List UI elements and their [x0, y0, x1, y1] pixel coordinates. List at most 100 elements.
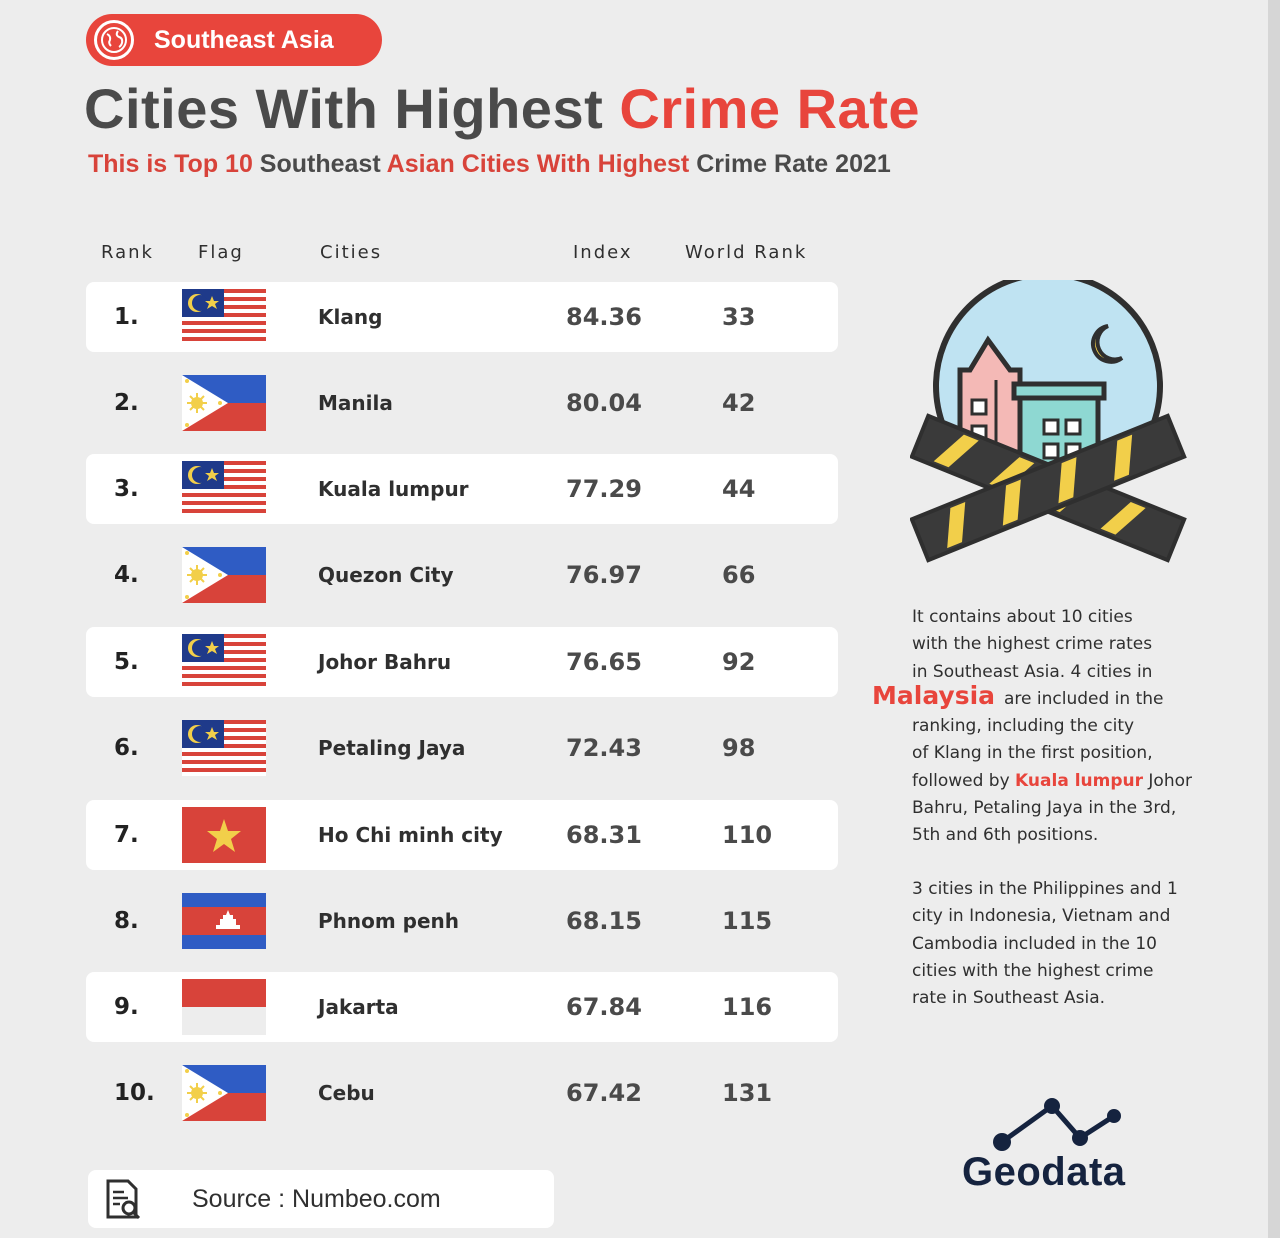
- summary-line: cities with the highest crime: [912, 960, 1154, 981]
- summary-line: 5th and 6th positions.: [912, 825, 1099, 846]
- rank-cell: 7.: [114, 822, 139, 848]
- summary-text: are included in the: [1004, 688, 1164, 709]
- world-rank-cell: 116: [722, 993, 773, 1021]
- document-search-icon: [104, 1178, 142, 1220]
- geodata-logo-icon: [990, 1094, 1130, 1164]
- city-cell: Petaling Jaya: [318, 736, 466, 760]
- rank-cell: 3.: [114, 476, 139, 502]
- summary-line: rate in Southeast Asia.: [912, 988, 1106, 1009]
- table-row: 9. Jakarta 67.84 116: [86, 972, 838, 1042]
- rank-cell: 9.: [114, 994, 139, 1020]
- table-row: 6. Petaling Jaya 72.43 98: [86, 713, 838, 783]
- kuala-lumpur-highlight: Kuala lumpur: [1015, 770, 1144, 791]
- column-header-index: Index: [573, 242, 633, 263]
- region-label: Southeast Asia: [154, 25, 334, 54]
- city-cell: Johor Bahru: [318, 650, 452, 674]
- summary-line: 3 cities in the Philippines and 1: [912, 879, 1178, 899]
- flag-philippines-icon: [182, 375, 266, 431]
- flag-philippines-icon: [182, 547, 266, 603]
- world-rank-cell: 33: [722, 303, 756, 331]
- summary-line: Cambodia included in the 10: [912, 933, 1157, 954]
- world-rank-cell: 44: [722, 475, 756, 503]
- world-rank-cell: 92: [722, 648, 756, 676]
- index-cell: 84.36: [566, 303, 642, 331]
- summary-line: in Southeast Asia. 4 cities in: [912, 661, 1153, 682]
- index-cell: 67.42: [566, 1079, 642, 1107]
- region-badge: Southeast Asia: [86, 14, 382, 66]
- table-row: 3. Kuala lumpur 77.29 44: [86, 454, 838, 524]
- rank-cell: 6.: [114, 735, 139, 761]
- summary-paragraph-2: 3 cities in the Philippines and 1 city i…: [912, 876, 1212, 1012]
- rank-cell: 4.: [114, 562, 139, 588]
- flag-malaysia-icon: [182, 461, 266, 517]
- column-header-rank: Rank: [101, 242, 154, 263]
- world-rank-cell: 131: [722, 1079, 773, 1107]
- world-rank-cell: 66: [722, 561, 756, 589]
- rank-cell: 1.: [114, 304, 139, 330]
- flag-vietnam-icon: [182, 807, 266, 863]
- rank-cell: 8.: [114, 908, 139, 934]
- city-cell: Manila: [318, 391, 393, 415]
- subtitle-part-2: Southeast: [259, 150, 387, 178]
- index-cell: 76.97: [566, 561, 642, 589]
- title-part-1: Cities With Highest: [84, 77, 620, 140]
- column-header-cities: Cities: [320, 242, 383, 263]
- subtitle-part-4: Crime Rate 2021: [696, 150, 891, 178]
- city-cell: Phnom penh: [318, 909, 460, 933]
- title-part-2: Crime Rate: [619, 77, 920, 140]
- world-rank-cell: 110: [722, 821, 773, 849]
- index-cell: 80.04: [566, 389, 642, 417]
- table-row: 4. Quezon City 76.97 66: [86, 540, 838, 610]
- brand-name: Geodata: [962, 1150, 1126, 1194]
- crime-scene-illustration: [909, 271, 1190, 570]
- source-label: Source : Numbeo.com: [192, 1184, 441, 1213]
- rank-cell: 2.: [114, 390, 139, 416]
- index-cell: 72.43: [566, 734, 642, 762]
- world-rank-cell: 98: [722, 734, 756, 762]
- flag-philippines-icon: [182, 1065, 266, 1121]
- city-cell: Cebu: [318, 1081, 375, 1105]
- subtitle-part-1: This is Top 10: [88, 150, 260, 178]
- column-header-flag: Flag: [198, 242, 244, 263]
- summary-line: Bahru, Petaling Jaya in the 3rd,: [912, 798, 1177, 819]
- table-row: 1. Klang 84.36 33: [86, 282, 838, 352]
- globe-icon: [94, 20, 134, 60]
- rank-cell: 5.: [114, 649, 139, 675]
- flag-malaysia-icon: [182, 720, 266, 776]
- summary-line: city in Indonesia, Vietnam and: [912, 906, 1171, 927]
- summary-line: followed by Kuala lumpur Johor: [912, 768, 1222, 795]
- source-box: Source : Numbeo.com: [88, 1170, 554, 1228]
- right-edge-strip: [1268, 0, 1280, 1238]
- page-subtitle: This is Top 10 Southeast Asian Cities Wi…: [88, 150, 891, 179]
- malaysia-highlight: Malaysia: [872, 680, 996, 710]
- summary-line: with the highest crime rates: [912, 634, 1153, 655]
- world-rank-cell: 42: [722, 389, 756, 417]
- world-rank-cell: 115: [722, 907, 773, 935]
- index-cell: 67.84: [566, 993, 642, 1021]
- index-cell: 77.29: [566, 475, 642, 503]
- table-row: 8. Phnom penh 68.15 115: [86, 886, 838, 956]
- summary-text: Johor: [1143, 770, 1192, 791]
- table-row: 10. Cebu 67.42 131: [86, 1058, 838, 1128]
- flag-malaysia-icon: [182, 289, 266, 345]
- table-row: 5. Johor Bahru 76.65 92: [86, 627, 838, 697]
- flag-cambodia-icon: [182, 893, 266, 949]
- page-title: Cities With Highest Crime Rate: [84, 76, 920, 141]
- table-row: 7. Ho Chi minh city 68.31 110: [86, 800, 838, 870]
- column-header-world-rank: World Rank: [685, 242, 808, 263]
- summary-line: ranking, including the city: [912, 716, 1135, 737]
- index-cell: 68.31: [566, 821, 642, 849]
- city-cell: Jakarta: [318, 995, 399, 1019]
- city-cell: Quezon City: [318, 563, 454, 587]
- summary-line: of Klang in the first position,: [912, 743, 1153, 764]
- index-cell: 76.65: [566, 648, 642, 676]
- table-row: 2. Manila 80.04 42: [86, 368, 838, 438]
- flag-indonesia-icon: [182, 979, 266, 1035]
- summary-text: followed by: [912, 770, 1016, 791]
- summary-line: It contains about 10 cities: [912, 607, 1133, 627]
- city-cell: Klang: [318, 305, 383, 329]
- city-cell: Ho Chi minh city: [318, 823, 503, 847]
- summary-line: Malaysia are included in the: [872, 682, 1222, 713]
- city-cell: Kuala lumpur: [318, 477, 469, 501]
- flag-malaysia-icon: [182, 634, 266, 690]
